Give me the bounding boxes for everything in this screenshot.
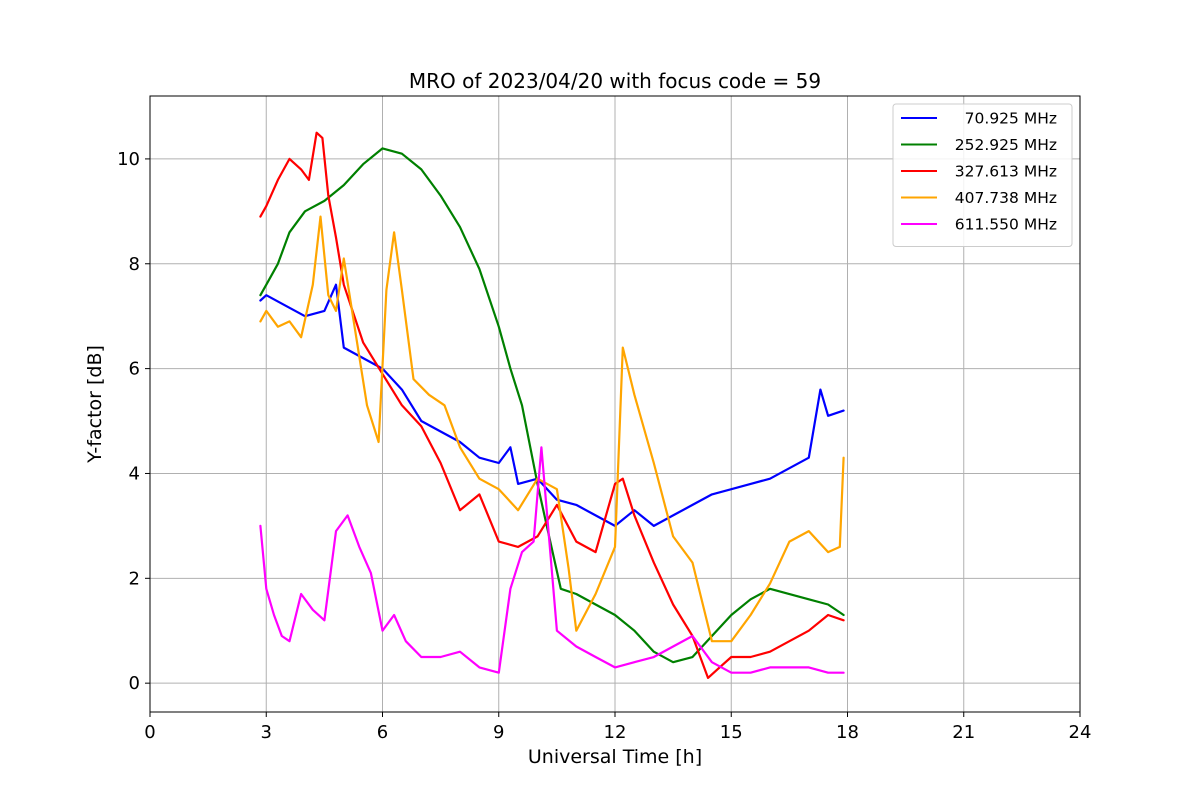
x-tick-label: 18: [836, 722, 859, 743]
x-tick-label: 24: [1069, 722, 1092, 743]
x-tick-label: 0: [144, 722, 155, 743]
chart-title: MRO of 2023/04/20 with focus code = 59: [409, 69, 821, 93]
legend-label: 611.550 MHz: [955, 216, 1057, 234]
x-tick-label: 12: [604, 722, 627, 743]
legend-label: 407.738 MHz: [955, 189, 1057, 207]
y-tick-label: 8: [129, 254, 140, 275]
legend-box: [892, 103, 1073, 247]
y-tick-label: 2: [129, 568, 140, 589]
series-line-3: [259, 131, 845, 680]
y-tick-label: 10: [117, 149, 140, 170]
y-tick-label: 0: [129, 673, 140, 694]
x-tick-label: 9: [493, 722, 504, 743]
x-tick-label: 3: [261, 722, 272, 743]
x-axis-label: Universal Time [h]: [528, 746, 702, 768]
legend: 70.925 MHz 252.925 MHz 327.613 MHz 407.738 …: [892, 103, 1073, 247]
y-axis-label: Y-factor [dB]: [84, 345, 106, 464]
x-tick-label: 15: [720, 722, 743, 743]
series-lines: [259, 131, 845, 680]
series-line-5: [259, 446, 845, 674]
y-tick-label: 4: [129, 463, 140, 484]
x-axis-ticks: 0 3 6 9 12 15 18 21 24: [144, 712, 1091, 743]
x-tick-label: 21: [952, 722, 975, 743]
series-line-4: [259, 215, 845, 643]
x-tick-label: 6: [377, 722, 388, 743]
y-tick-label: 6: [129, 359, 140, 380]
legend-label: 70.925 MHz: [965, 110, 1057, 128]
legend-label: 252.925 MHz: [955, 136, 1057, 154]
y-axis-ticks: 0 2 4 6 8 10: [117, 149, 150, 694]
legend-label: 327.613 MHz: [955, 163, 1057, 181]
